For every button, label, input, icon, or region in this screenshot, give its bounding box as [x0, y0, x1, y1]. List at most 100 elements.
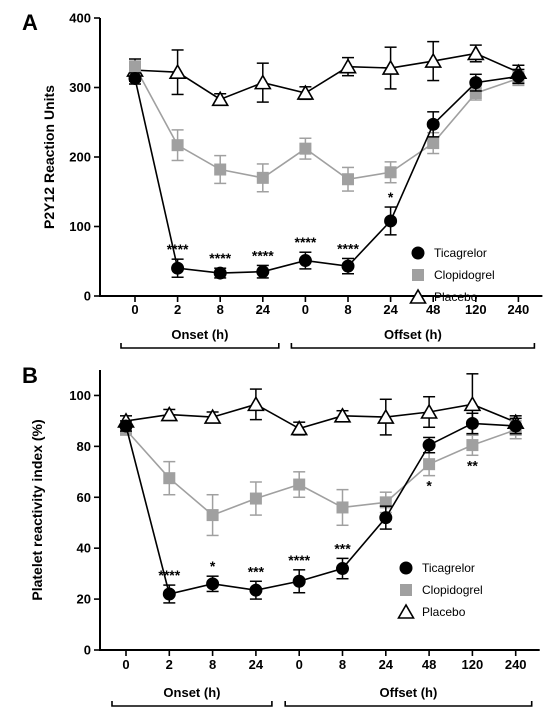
data-point: [213, 266, 227, 280]
series-line: [134, 66, 519, 181]
data-point: [128, 71, 142, 85]
data-point: [168, 63, 187, 80]
group-label: Onset (h): [171, 327, 228, 342]
data-point: [466, 439, 479, 452]
legend-label: Placebo: [434, 290, 478, 304]
x-tick-label: 24: [379, 657, 394, 672]
significance-label: ****: [209, 250, 231, 266]
group-bracket: [284, 701, 533, 707]
x-tick-label: 2: [166, 657, 173, 672]
group-bracket: [120, 343, 280, 349]
significance-label: *: [210, 558, 216, 574]
y-tick-label: 0: [84, 289, 91, 304]
data-point: [469, 76, 483, 90]
x-tick-label: 8: [209, 657, 216, 672]
data-point: [426, 117, 440, 131]
data-point: [163, 472, 176, 485]
data-point: [292, 574, 306, 588]
legend-marker: [399, 561, 413, 575]
data-point: [247, 395, 265, 412]
data-point: [336, 501, 349, 514]
data-point: [296, 84, 315, 100]
series-ticagrelor: [119, 412, 523, 604]
data-point: [384, 166, 397, 179]
legend: Ticagrelor Clopidogrel Placebo: [409, 246, 495, 304]
significance-label: ****: [252, 247, 274, 263]
legend-label: Clopidogrel: [422, 583, 483, 597]
x-tick-label: 8: [339, 657, 346, 672]
x-tick-label: 24: [383, 302, 398, 317]
significance-label: ****: [167, 241, 189, 257]
legend-label: Ticagrelor: [422, 561, 475, 575]
data-point: [424, 52, 443, 68]
data-point: [379, 496, 392, 509]
data-point: [376, 408, 395, 424]
panel-label: A: [22, 10, 38, 35]
panel-label: B: [22, 363, 38, 388]
data-point: [420, 403, 438, 419]
x-tick-label: 2: [174, 302, 181, 317]
data-point: [422, 438, 436, 452]
x-tick-label: 48: [426, 302, 440, 317]
data-point: [381, 59, 400, 75]
data-point: [466, 44, 485, 61]
data-point: [290, 419, 309, 436]
y-axis-title: Platelet reactivity index (%): [29, 419, 45, 600]
series-clopidogrel: [120, 420, 522, 537]
data-point: [509, 419, 523, 433]
legend-marker: [400, 584, 412, 596]
data-point: [162, 587, 176, 601]
data-point: [214, 163, 227, 176]
y-tick-label: 0: [84, 643, 91, 658]
series-line: [125, 422, 516, 595]
y-tick-label: 100: [69, 388, 91, 403]
data-point: [171, 139, 184, 152]
significance-label: ****: [288, 552, 310, 568]
series-placebo: [117, 373, 525, 436]
x-tick-label: 8: [217, 302, 224, 317]
legend-marker: [397, 603, 415, 619]
x-tick-label: 240: [505, 657, 527, 672]
significance-label: ***: [334, 540, 351, 556]
significance-label: ****: [337, 240, 359, 256]
data-point: [339, 58, 357, 74]
group-label: Offset (h): [380, 685, 438, 700]
data-point: [203, 408, 222, 424]
data-point: [160, 405, 179, 422]
x-tick-label: 24: [256, 302, 271, 317]
x-tick-label: 120: [462, 657, 484, 672]
data-point: [465, 416, 479, 430]
data-point: [333, 407, 352, 423]
y-tick-label: 40: [77, 541, 91, 556]
data-point: [249, 583, 263, 597]
group-label: Onset (h): [163, 685, 220, 700]
y-tick-label: 200: [69, 150, 91, 165]
data-point: [342, 173, 354, 186]
y-tick-label: 80: [77, 439, 91, 454]
data-point: [253, 74, 272, 90]
data-point: [249, 492, 262, 505]
series-line: [125, 429, 516, 517]
group-bracket: [290, 343, 536, 349]
data-point: [256, 171, 269, 184]
significance-label: ***: [248, 563, 265, 579]
significance-label: ****: [295, 234, 317, 250]
series-line: [134, 75, 519, 274]
data-point: [299, 142, 312, 155]
x-tick-label: 8: [344, 302, 351, 317]
data-point: [469, 87, 482, 100]
y-tick-label: 300: [69, 80, 91, 95]
group-label: Offset (h): [384, 327, 442, 342]
y-tick-label: 60: [77, 490, 91, 505]
x-tick-label: 0: [131, 302, 138, 317]
legend-marker: [411, 246, 425, 260]
data-point: [119, 419, 133, 433]
x-tick-label: 240: [508, 302, 530, 317]
series-ticagrelor: [128, 68, 525, 280]
data-point: [256, 265, 270, 279]
legend-label: Placebo: [422, 605, 466, 619]
data-point: [206, 577, 220, 591]
